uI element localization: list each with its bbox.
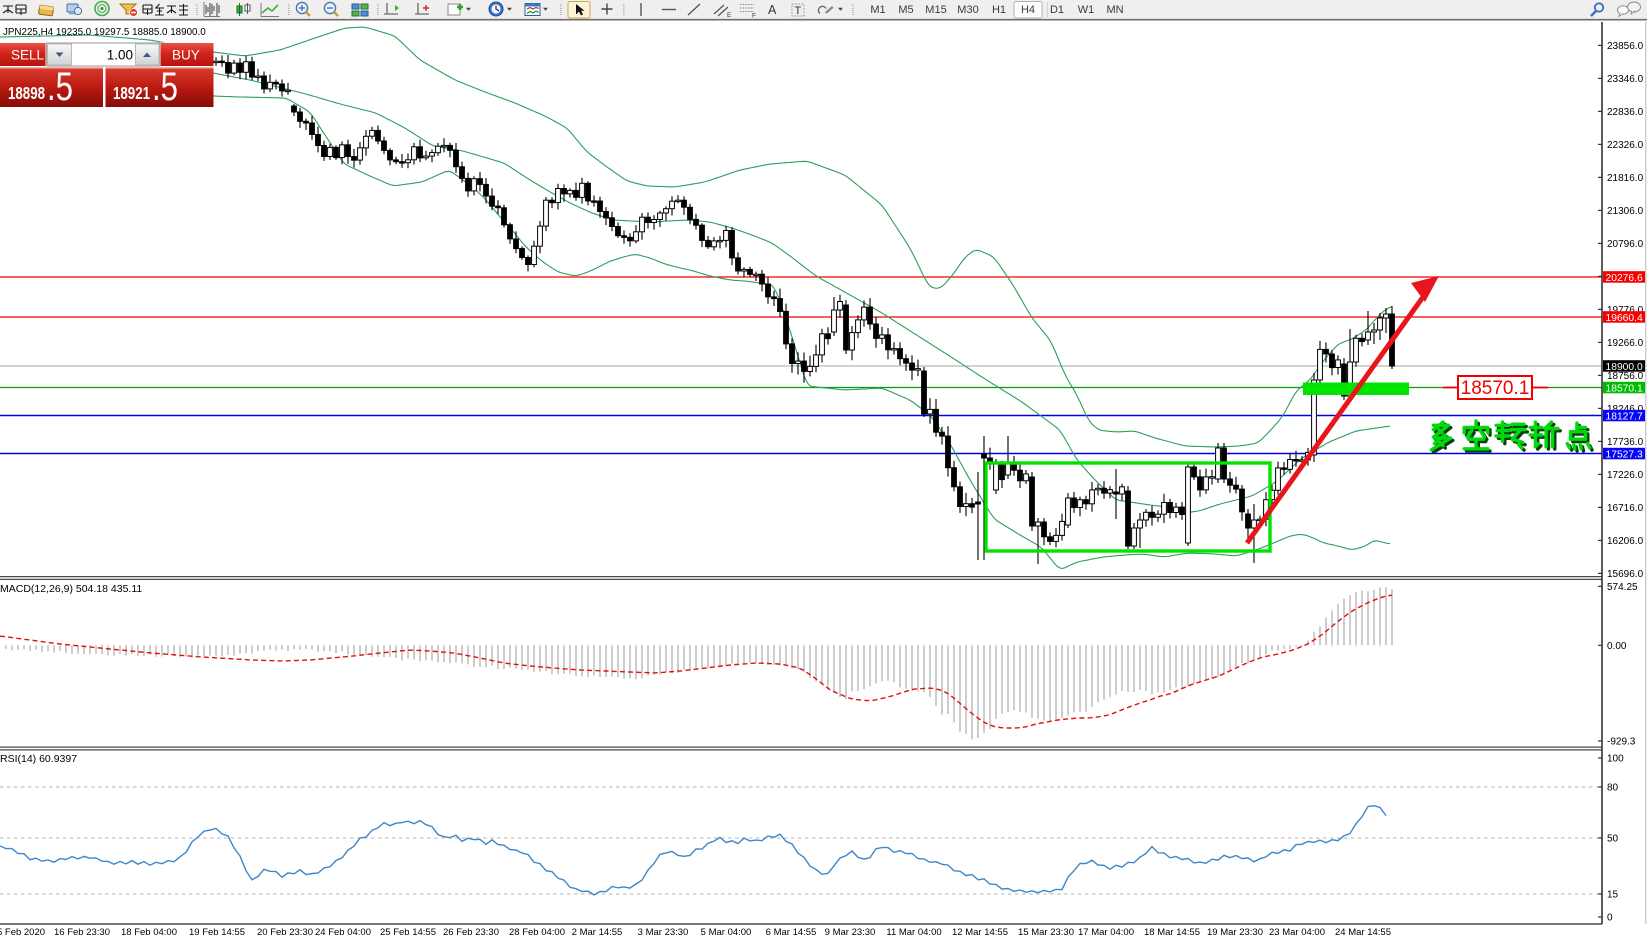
svg-text:20796.0: 20796.0 xyxy=(1607,239,1644,250)
svg-text:15 Mar 23:30: 15 Mar 23:30 xyxy=(1018,927,1074,938)
svg-text:9 Mar 23:30: 9 Mar 23:30 xyxy=(825,927,876,938)
svg-text:21816.0: 21816.0 xyxy=(1607,173,1644,184)
svg-text:50: 50 xyxy=(1607,834,1619,845)
svg-text:20276.6: 20276.6 xyxy=(1606,273,1643,284)
svg-text:24 Mar 14:55: 24 Mar 14:55 xyxy=(1335,927,1391,938)
svg-text:19266.0: 19266.0 xyxy=(1607,338,1644,349)
svg-text:M15: M15 xyxy=(925,4,946,16)
svg-text:26 Feb 23:30: 26 Feb 23:30 xyxy=(443,927,499,938)
svg-text:19660.4: 19660.4 xyxy=(1606,313,1643,324)
svg-text:18756.0: 18756.0 xyxy=(1607,371,1644,382)
svg-text:18 Feb 04:00: 18 Feb 04:00 xyxy=(121,927,177,938)
svg-text:E: E xyxy=(727,12,732,19)
svg-text:23 Mar 04:00: 23 Mar 04:00 xyxy=(1269,927,1325,938)
svg-text:28 Feb 04:00: 28 Feb 04:00 xyxy=(509,927,565,938)
svg-text:M30: M30 xyxy=(957,4,978,16)
svg-text:18921: 18921 xyxy=(113,83,150,103)
svg-text:11 Mar 04:00: 11 Mar 04:00 xyxy=(886,927,941,938)
svg-text:20 Feb 23:30: 20 Feb 23:30 xyxy=(257,927,313,938)
svg-text:18127.7: 18127.7 xyxy=(1606,412,1643,423)
svg-text:16206.0: 16206.0 xyxy=(1607,536,1644,547)
svg-text:2 Mar 14:55: 2 Mar 14:55 xyxy=(572,927,623,938)
svg-text:16716.0: 16716.0 xyxy=(1607,503,1644,514)
svg-text:17736.0: 17736.0 xyxy=(1607,437,1644,448)
svg-text:F: F xyxy=(752,13,756,20)
svg-text:BUY: BUY xyxy=(172,48,200,63)
svg-text:.5: .5 xyxy=(47,65,73,109)
svg-text:M1: M1 xyxy=(870,4,885,16)
svg-text:5 Feb 2020: 5 Feb 2020 xyxy=(0,927,45,938)
svg-text:18898: 18898 xyxy=(8,83,45,103)
svg-text:23346.0: 23346.0 xyxy=(1607,74,1644,85)
svg-text:MACD(12,26,9) 504.18 435.11: MACD(12,26,9) 504.18 435.11 xyxy=(0,583,142,595)
svg-text:T: T xyxy=(795,5,802,17)
svg-text:M5: M5 xyxy=(898,4,913,16)
svg-text:574.25: 574.25 xyxy=(1607,582,1638,593)
svg-text:23856.0: 23856.0 xyxy=(1607,41,1644,52)
svg-text:5 Mar 04:00: 5 Mar 04:00 xyxy=(701,927,752,938)
svg-text:W1: W1 xyxy=(1078,4,1095,16)
svg-text:17 Mar 04:00: 17 Mar 04:00 xyxy=(1078,927,1134,938)
svg-text:0: 0 xyxy=(1607,913,1613,924)
svg-text:A: A xyxy=(768,3,777,17)
svg-text:15: 15 xyxy=(1607,890,1619,901)
svg-text:18570.1: 18570.1 xyxy=(1606,384,1643,395)
svg-text:6 Mar 14:55: 6 Mar 14:55 xyxy=(766,927,817,938)
svg-text:H1: H1 xyxy=(992,4,1006,16)
svg-text:0.00: 0.00 xyxy=(1607,641,1627,652)
svg-text:JPN225,H4 19235.0 19297.5 188: JPN225,H4 19235.0 19297.5 18885.0 18900.… xyxy=(3,27,206,38)
svg-text:24 Feb 04:00: 24 Feb 04:00 xyxy=(315,927,371,938)
svg-text:1.00: 1.00 xyxy=(107,48,133,63)
svg-text:17527.3: 17527.3 xyxy=(1606,450,1643,461)
svg-text:16 Feb 23:30: 16 Feb 23:30 xyxy=(54,927,110,938)
svg-text:SELL: SELL xyxy=(11,48,45,63)
svg-text:100: 100 xyxy=(1607,754,1624,765)
svg-text:19 Feb 14:55: 19 Feb 14:55 xyxy=(189,927,245,938)
svg-text:-929.3: -929.3 xyxy=(1607,737,1636,748)
svg-text:15696.0: 15696.0 xyxy=(1607,569,1644,580)
svg-text:3 Mar 23:30: 3 Mar 23:30 xyxy=(638,927,689,938)
svg-text:H4: H4 xyxy=(1021,4,1035,16)
svg-text:RSI(14) 60.9397: RSI(14) 60.9397 xyxy=(0,753,77,765)
svg-text:D1: D1 xyxy=(1050,4,1064,16)
svg-text:80: 80 xyxy=(1607,783,1619,794)
svg-text:22326.0: 22326.0 xyxy=(1607,140,1644,151)
svg-text:25 Feb 14:55: 25 Feb 14:55 xyxy=(380,927,436,938)
svg-text:.5: .5 xyxy=(152,65,178,109)
svg-text:18 Mar 14:55: 18 Mar 14:55 xyxy=(1144,927,1200,938)
svg-text:21306.0: 21306.0 xyxy=(1607,206,1644,217)
svg-text:22836.0: 22836.0 xyxy=(1607,107,1644,118)
svg-text:18246.0: 18246.0 xyxy=(1607,404,1644,415)
svg-text:19 Mar 23:30: 19 Mar 23:30 xyxy=(1207,927,1263,938)
svg-text:MN: MN xyxy=(1106,4,1123,16)
svg-text:18570.1: 18570.1 xyxy=(1461,378,1530,399)
svg-text:17226.0: 17226.0 xyxy=(1607,470,1644,481)
svg-text:12 Mar 14:55: 12 Mar 14:55 xyxy=(952,927,1008,938)
svg-text:18900.0: 18900.0 xyxy=(1606,362,1643,373)
svg-text:19776.0: 19776.0 xyxy=(1607,305,1644,316)
